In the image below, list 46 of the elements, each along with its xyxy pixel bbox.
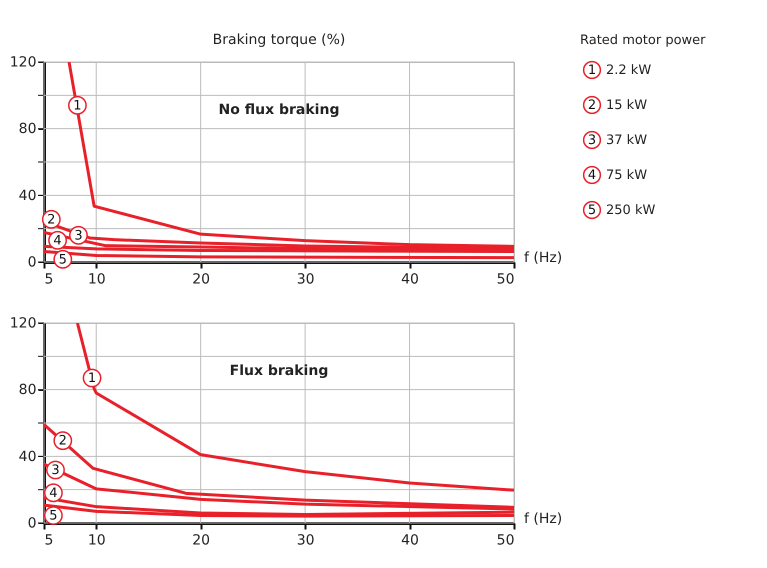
annotation: 2 xyxy=(47,212,56,228)
legend-label: 250 kW xyxy=(606,203,656,218)
x-tick-label: 20 xyxy=(192,272,210,288)
y-axis-title: Braking torque (%) xyxy=(212,32,346,48)
annotation: 2 xyxy=(58,434,67,449)
x-tick-label: 10 xyxy=(88,532,106,548)
y-tick-label: 40 xyxy=(18,188,36,204)
x-tick-label: 50 xyxy=(496,532,514,548)
x-tick-label: 30 xyxy=(296,272,315,288)
x-tick-label: 20 xyxy=(192,532,210,548)
x-axis-title: f (Hz) xyxy=(524,250,562,266)
legend-label: 15 kW xyxy=(606,98,648,113)
text: 5 xyxy=(588,203,596,218)
text: 4 xyxy=(588,168,596,183)
y-tick-label: 40 xyxy=(18,448,36,465)
y-tick-label: 120 xyxy=(10,316,36,332)
y-tick-label: 0 xyxy=(28,254,36,270)
legend-label: 37 kW xyxy=(606,133,648,148)
y-tick-label: 80 xyxy=(18,121,36,138)
legend-title: Rated motor power xyxy=(580,33,706,48)
y-tick-label: 0 xyxy=(28,516,36,532)
annotation: 5 xyxy=(49,508,58,524)
y-tick-label: 120 xyxy=(10,54,36,70)
annotation: 1 xyxy=(73,98,82,114)
annotation: Flux braking xyxy=(230,363,328,379)
x-tick-label: 40 xyxy=(401,532,419,548)
x-tick-label: 40 xyxy=(401,272,419,288)
x-tick-label: 5 xyxy=(44,532,54,548)
annotation: 5 xyxy=(58,252,67,268)
x-tick-label: 5 xyxy=(44,272,54,288)
text: 1 xyxy=(588,63,596,78)
y-tick-label: 80 xyxy=(18,382,36,398)
annotation: 4 xyxy=(49,486,58,501)
x-tick-label: 50 xyxy=(496,272,514,288)
annotation: 1 xyxy=(88,371,96,386)
annotation: 3 xyxy=(51,463,60,478)
x-tick-label: 30 xyxy=(296,532,315,548)
legend-label: 2.2 kW xyxy=(606,63,652,78)
text: 3 xyxy=(588,133,596,148)
text: 2 xyxy=(588,98,596,113)
annotation: No flux braking xyxy=(218,102,340,118)
x-axis-title: f (Hz) xyxy=(524,511,562,527)
annotation: 4 xyxy=(53,233,62,248)
annotation: 3 xyxy=(74,228,83,244)
legend-label: 75 kW xyxy=(606,168,648,183)
x-tick-label: 10 xyxy=(88,272,106,288)
